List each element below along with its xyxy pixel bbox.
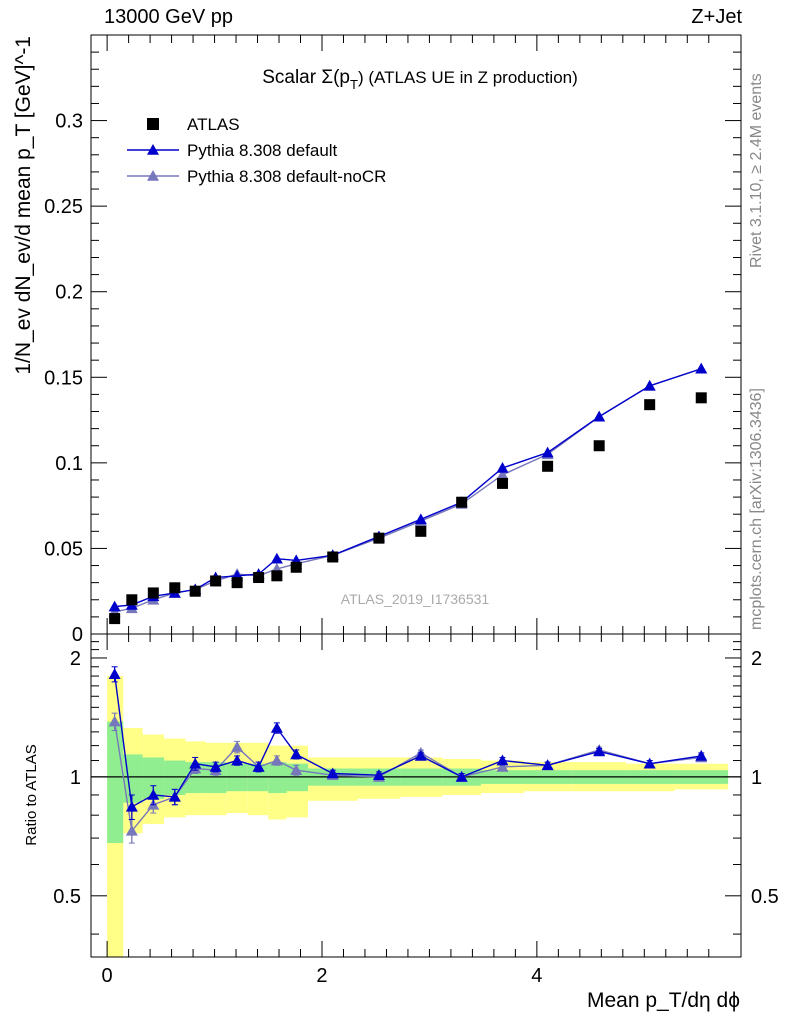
x-tick-label: 4 xyxy=(531,965,542,987)
atlas-data-point xyxy=(189,585,201,597)
series-point xyxy=(496,461,509,473)
ratio-point xyxy=(326,767,339,779)
atlas-data-point xyxy=(415,525,427,537)
series-point xyxy=(108,600,121,612)
chart-title: Scalar Σ(pT) (ATLAS UE in Z production) xyxy=(262,67,578,92)
ratio-point xyxy=(252,760,265,772)
series-point xyxy=(643,379,656,391)
ratio-point xyxy=(189,757,202,769)
legend-label: Pythia 8.308 default-noCR xyxy=(187,167,386,186)
atlas-data-point xyxy=(231,577,243,589)
x-tick-label: 0 xyxy=(102,965,113,987)
atlas-data-point xyxy=(271,570,283,582)
atlas-data-point xyxy=(496,477,508,489)
ratio-point xyxy=(231,754,244,766)
ratio-tick-label-left: 1 xyxy=(70,767,81,789)
legend-label: Pythia 8.308 default xyxy=(187,141,338,160)
y-tick-label: 0 xyxy=(72,624,83,646)
series-point xyxy=(496,468,509,480)
atlas-data-point xyxy=(456,496,468,508)
atlas-data-point xyxy=(373,532,385,544)
uncertainty-band-inner xyxy=(107,721,124,844)
analysis-watermark: ATLAS_2019_I1736531 xyxy=(341,591,490,607)
ratio-point xyxy=(414,749,427,761)
y-tick-label: 0.05 xyxy=(44,538,83,560)
ratio-point xyxy=(168,790,181,802)
ratio-tick-label-left: 2 xyxy=(70,648,81,670)
ratio-plot-frame xyxy=(90,633,742,958)
ratio-tick-label-right: 0.5 xyxy=(751,886,779,908)
series-point xyxy=(695,362,708,374)
atlas-data-point xyxy=(210,575,222,587)
ratio-point xyxy=(270,721,283,733)
legend-label-atlas: ATLAS xyxy=(187,115,240,134)
x-tick-label: 2 xyxy=(316,965,327,987)
atlas-data-point xyxy=(695,392,707,404)
ratio-tick-label-right: 1 xyxy=(751,767,762,789)
y-tick-label: 0.15 xyxy=(44,367,83,389)
uncertainty-band-inner xyxy=(268,762,287,794)
header-process-label: 13000 GeV pp xyxy=(104,6,233,28)
series-line-pythia-8.308-default-nocr xyxy=(114,368,702,613)
atlas-data-point xyxy=(290,561,302,573)
ratio-point xyxy=(541,759,554,771)
ratio-point xyxy=(290,748,303,760)
ratio-point xyxy=(125,800,138,812)
y-tick-label: 0.1 xyxy=(55,453,83,475)
x-axis-label: Mean p_T/dη dϕ xyxy=(587,989,740,1012)
ratio-point xyxy=(231,741,244,752)
y-tick-label: 0.2 xyxy=(55,282,83,304)
series-point xyxy=(414,513,427,525)
y-axis-label: 1/N_ev dN_ev/d mean p_T [GeV]^-1 xyxy=(12,36,35,375)
ratio-point xyxy=(209,760,222,772)
atlas-data-point xyxy=(542,460,554,472)
y-tick-label: 0.25 xyxy=(44,196,83,218)
atlas-data-point xyxy=(593,440,605,452)
ratio-point xyxy=(593,745,606,757)
uncertainty-band-inner xyxy=(164,760,186,795)
ratio-tick-label-right: 2 xyxy=(751,648,762,670)
atlas-data-point xyxy=(169,582,181,594)
ratio-tick-label-left: 0.5 xyxy=(53,886,81,908)
atlas-data-point xyxy=(253,572,265,584)
ratio-point xyxy=(270,754,283,766)
ratio-point xyxy=(108,715,121,727)
series-point xyxy=(541,446,554,458)
atlas-data-point xyxy=(644,399,656,411)
y-tick-label: 0.3 xyxy=(55,111,83,133)
series-point xyxy=(270,552,283,564)
ratio-point xyxy=(372,769,385,780)
legend-marker xyxy=(147,144,159,155)
ratio-point xyxy=(496,760,509,772)
ratio-point xyxy=(147,788,160,800)
atlas-data-point xyxy=(109,613,121,625)
ratio-point xyxy=(290,764,303,775)
ratio-point xyxy=(125,824,138,836)
header-channel-label: Z+Jet xyxy=(691,6,742,28)
ratio-point xyxy=(496,754,509,766)
ratio-point xyxy=(643,757,656,769)
atlas-data-point xyxy=(327,551,339,563)
ratio-point xyxy=(695,749,708,761)
ratio-point xyxy=(108,668,121,679)
legend-marker-atlas xyxy=(147,118,159,130)
series-line-pythia-8.308-default xyxy=(114,368,702,608)
series-point xyxy=(593,410,606,422)
legend-marker xyxy=(147,170,159,181)
atlas-data-point xyxy=(147,587,159,599)
uncertainty-band-inner xyxy=(123,754,143,803)
uncertainty-band-inner xyxy=(142,757,165,799)
ratio-axis-label: Ratio to ATLAS xyxy=(23,744,40,845)
atlas-data-point xyxy=(126,594,138,606)
ratio-point xyxy=(455,770,468,782)
